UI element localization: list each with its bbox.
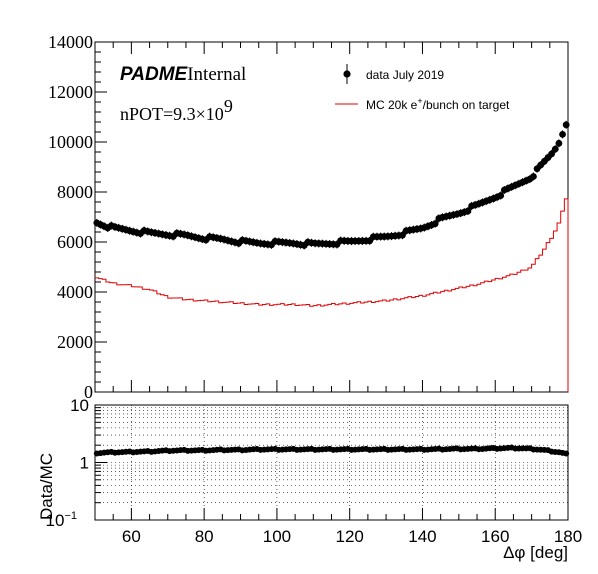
padme-brand: PADMEInternal [120,64,246,85]
padme-brand-internal: Internal [187,64,246,85]
legend-data-marker [343,64,351,84]
bottom-panel: 10 1 10−1 60 80 100 120 140 160 180 Data/MC Δφ [… [37,396,582,562]
bottom-y-tick-label: 10−1 [46,510,77,530]
bottom-x-tick-label: 160 [481,527,509,546]
legend-mc-label-sup: + [417,96,422,106]
bottom-x-tick-label: 140 [408,527,436,546]
bottom-y-tick-label-exponent: −1 [64,510,77,522]
data-point [431,220,439,228]
bottom-x-tick-label: 180 [554,527,582,546]
data-point [551,145,559,153]
top-y-axis-ticks: 0 2000 4000 6000 8000 10000 12000 14000 [48,32,107,402]
data-point [497,192,505,199]
top-y-tick-label: 14000 [48,32,93,52]
top-y-tick-label: 6000 [57,232,93,252]
padme-brand-bold: PADME [120,64,189,85]
legend-mc-label-prefix: MC 20k e [366,98,418,112]
data-point [559,130,566,138]
bottom-x-tick-label: 120 [336,527,364,546]
bottom-grid [95,404,569,521]
npot-annotation-exponent: 9 [224,96,233,116]
bottom-y-tick-label: 10 [70,396,89,415]
top-x-axis-ticks [94,42,569,392]
npot-annotation-main: nPOT=9.3×10 [120,104,224,124]
npot-annotation: nPOT=9.3×109 [120,96,233,124]
legend-mc-label: MC 20k e+/bunch on target [366,96,510,112]
legend-data-label: data July 2019 [366,68,444,82]
bottom-x-tick-label: 80 [195,527,214,546]
data-point [530,173,537,180]
data-point [548,150,556,158]
ratio-series-points [93,444,570,457]
data-point [555,139,563,147]
top-y-tick-label: 8000 [57,182,93,202]
mc-series-line [95,198,569,392]
top-panel: 0 2000 4000 6000 8000 10000 12000 14000 PADMEIn… [48,32,570,402]
legend-mc-label-suffix: /bunch on target [423,98,510,112]
data-point [464,207,472,215]
bottom-x-axis-ticks: 60 80 100 120 140 160 180 [94,508,582,546]
y-axis-title-bottom: Data/MC [37,453,56,520]
data-series-points [93,120,570,250]
top-y-tick-label: 4000 [57,282,93,302]
top-y-tick-label: 10000 [48,132,93,152]
bottom-x-tick-label: 100 [263,527,291,546]
x-axis-title: Δφ [deg] [503,543,568,562]
ratio-point [563,450,570,457]
top-y-tick-label: 12000 [48,82,93,102]
top-y-tick-label: 2000 [57,332,93,352]
data-point [562,121,570,129]
top-y-tick-label: 0 [84,382,93,402]
top-plot-frame [94,41,569,393]
bottom-x-tick-label: 60 [122,527,141,546]
bottom-y-axis-ticks: 10 1 10−1 [46,396,107,530]
bottom-y-tick-label: 1 [80,454,89,473]
chart-legend: data July 2019 MC 20k e+/bunch on target [335,64,510,112]
